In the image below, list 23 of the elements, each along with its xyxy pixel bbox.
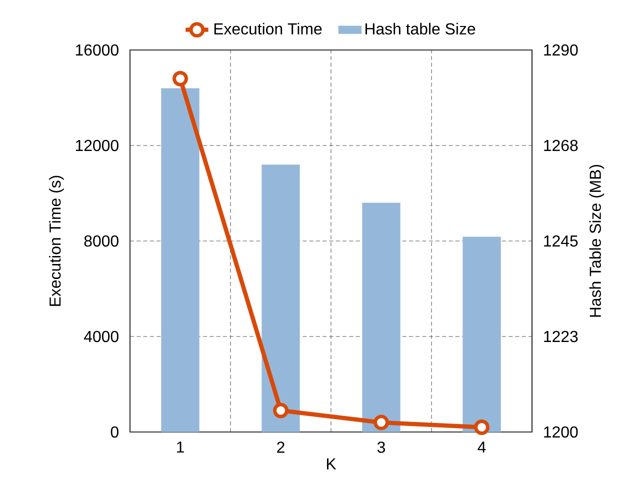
x-axis-title: K <box>327 458 336 470</box>
y2-tick-label: 1223 <box>544 330 578 342</box>
y-tick-label: 0 <box>110 426 118 438</box>
legend-label: Hash table Size <box>366 22 476 35</box>
y-tick-label: 8000 <box>84 235 118 247</box>
x-tick-label: 4 <box>478 442 486 453</box>
x-tick-label: 3 <box>377 442 385 453</box>
x-tick-label: 2 <box>277 442 284 453</box>
y2-tick-label: 1245 <box>544 235 578 247</box>
y2-tick-label: 1268 <box>544 140 578 152</box>
y-axis-title: Execution Time (s) <box>49 176 64 306</box>
point <box>273 402 288 418</box>
y2-tick-label: 1200 <box>544 426 578 438</box>
y-tick-label: 4000 <box>84 330 118 342</box>
legend-label: Execution Time <box>214 22 322 35</box>
point <box>172 70 188 86</box>
point <box>374 414 389 430</box>
y-tick-label: 12000 <box>76 140 118 152</box>
y2-tick-label: 1290 <box>544 44 578 56</box>
point <box>474 419 490 435</box>
x-tick-label: 1 <box>177 442 184 453</box>
y-tick-label: 16000 <box>76 44 118 56</box>
y2-axis-title: Hash Table Size (MB) <box>589 164 604 317</box>
